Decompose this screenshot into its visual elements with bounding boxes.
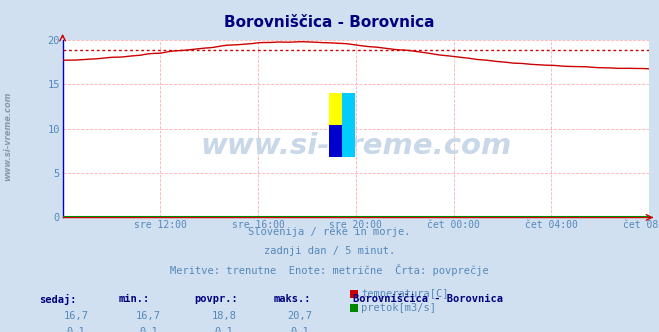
- Text: 0,1: 0,1: [215, 327, 233, 332]
- Bar: [343, 125, 355, 157]
- Text: 16,7: 16,7: [63, 311, 88, 321]
- Text: 0,1: 0,1: [291, 327, 309, 332]
- Text: Borovniščica - Borovnica: Borovniščica - Borovnica: [353, 294, 503, 304]
- Text: Borovniščica - Borovnica: Borovniščica - Borovnica: [224, 15, 435, 30]
- Text: maks.:: maks.:: [273, 294, 311, 304]
- Text: sedaj:: sedaj:: [40, 294, 77, 305]
- Bar: [350, 290, 358, 298]
- Bar: [330, 93, 343, 125]
- Text: www.si-vreme.com: www.si-vreme.com: [3, 91, 13, 181]
- Text: Slovenija / reke in morje.: Slovenija / reke in morje.: [248, 227, 411, 237]
- Bar: [350, 304, 358, 312]
- Text: min.:: min.:: [119, 294, 150, 304]
- Text: 18,8: 18,8: [212, 311, 237, 321]
- Text: temperatura[C]: temperatura[C]: [361, 289, 449, 299]
- Text: 20,7: 20,7: [287, 311, 312, 321]
- Text: povpr.:: povpr.:: [194, 294, 238, 304]
- Text: Meritve: trenutne  Enote: metrične  Črta: povprečje: Meritve: trenutne Enote: metrične Črta: …: [170, 264, 489, 276]
- Text: 0,1: 0,1: [67, 327, 85, 332]
- Text: www.si-vreme.com: www.si-vreme.com: [200, 132, 511, 160]
- Bar: [343, 93, 355, 125]
- Text: 0,1: 0,1: [139, 327, 158, 332]
- Text: zadnji dan / 5 minut.: zadnji dan / 5 minut.: [264, 246, 395, 256]
- Text: 16,7: 16,7: [136, 311, 161, 321]
- Text: pretok[m3/s]: pretok[m3/s]: [361, 303, 436, 313]
- Bar: [330, 125, 343, 157]
